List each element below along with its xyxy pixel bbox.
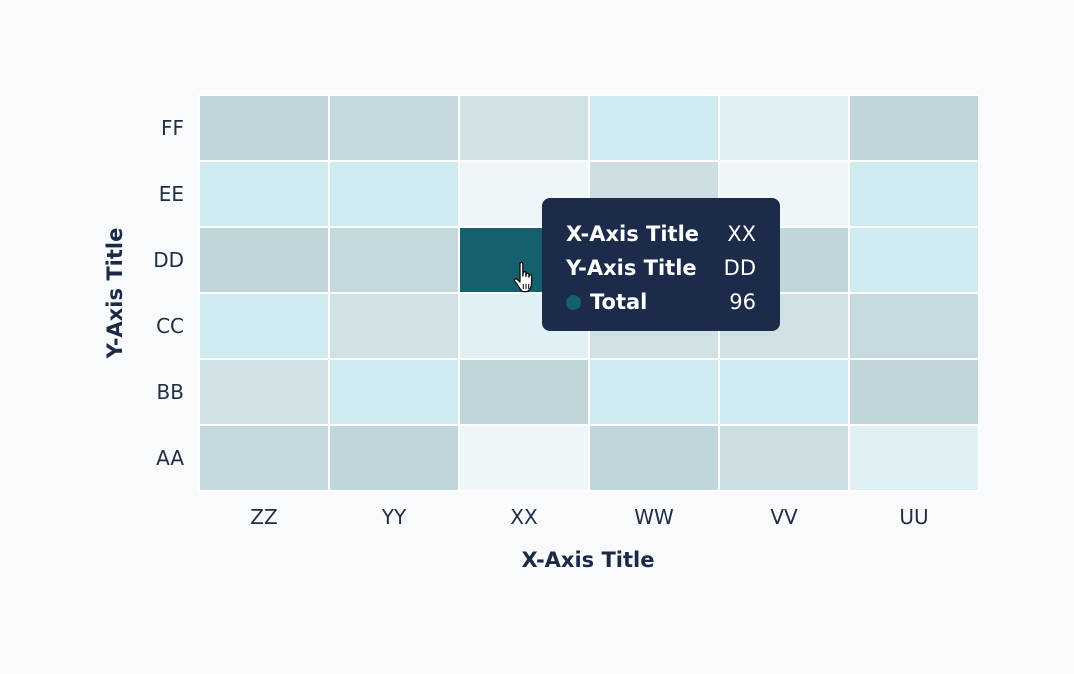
y-tick-label: FF — [161, 116, 184, 140]
heatmap-cell-xx-aa[interactable] — [458, 424, 590, 492]
x-tick-label: YY — [381, 505, 407, 529]
heatmap-cell-ww-bb[interactable] — [588, 358, 720, 426]
heatmap-cell-yy-dd[interactable] — [328, 226, 460, 294]
heatmap-tooltip: X-Axis Title XX Y-Axis Title DD Total 96 — [542, 198, 780, 331]
heatmap-cell-ww-aa[interactable] — [588, 424, 720, 492]
y-axis-title: Y-Axis Title — [103, 228, 127, 360]
heatmap-cells — [198, 94, 980, 492]
tooltip-total-label: Total — [590, 290, 648, 314]
y-tick-label: BB — [157, 380, 184, 404]
heatmap-cell-uu-ff[interactable] — [848, 94, 980, 162]
heatmap-cell-vv-ff[interactable] — [718, 94, 850, 162]
heatmap-cell-yy-aa[interactable] — [328, 424, 460, 492]
tooltip-row-y: Y-Axis Title DD — [566, 251, 756, 285]
y-tick-label: EE — [159, 182, 184, 206]
heatmap-cell-zz-cc[interactable] — [198, 292, 330, 360]
heatmap-cell-ww-ff[interactable] — [588, 94, 720, 162]
heatmap-cell-vv-aa[interactable] — [718, 424, 850, 492]
heatmap-cell-uu-bb[interactable] — [848, 358, 980, 426]
x-axis-ticks: ZZ YY XX WW VV UU — [250, 505, 928, 529]
tooltip-row-x: X-Axis Title XX — [566, 217, 756, 251]
tooltip-y-value: DD — [723, 256, 756, 280]
x-tick-label: VV — [770, 505, 798, 529]
tooltip-total-key: Total — [566, 290, 647, 314]
tooltip-y-title: Y-Axis Title — [566, 256, 697, 280]
tooltip-x-title: X-Axis Title — [566, 222, 700, 246]
tooltip-total-value: 96 — [729, 290, 756, 314]
x-tick-label: XX — [510, 505, 538, 529]
y-tick-label: CC — [156, 314, 184, 338]
tooltip-row-total: Total 96 — [566, 285, 756, 319]
heatmap-cell-yy-ee[interactable] — [328, 160, 460, 228]
heatmap-cell-uu-dd[interactable] — [848, 226, 980, 294]
heatmap-cell-yy-ff[interactable] — [328, 94, 460, 162]
tooltip-x-value: XX — [727, 222, 756, 246]
pointer-hand-icon — [513, 261, 533, 293]
x-tick-label: WW — [634, 505, 674, 529]
heatmap-cell-zz-dd[interactable] — [198, 226, 330, 294]
heatmap-cell-zz-ff[interactable] — [198, 94, 330, 162]
x-tick-label: ZZ — [250, 505, 277, 529]
heatmap-cell-zz-bb[interactable] — [198, 358, 330, 426]
y-axis-ticks: FF EE DD CC BB AA — [153, 116, 184, 470]
heatmap-cell-yy-bb[interactable] — [328, 358, 460, 426]
heatmap-cell-uu-cc[interactable] — [848, 292, 980, 360]
heatmap-cell-yy-cc[interactable] — [328, 292, 460, 360]
heatmap-cell-vv-bb[interactable] — [718, 358, 850, 426]
x-tick-label: UU — [899, 505, 928, 529]
y-tick-label: DD — [153, 248, 184, 272]
heatmap-cell-xx-bb[interactable] — [458, 358, 590, 426]
heatmap-cell-uu-aa[interactable] — [848, 424, 980, 492]
tooltip-series-dot-icon — [566, 294, 581, 310]
heatmap-cell-zz-ee[interactable] — [198, 160, 330, 228]
y-tick-label: AA — [156, 446, 184, 470]
heatmap-cell-uu-ee[interactable] — [848, 160, 980, 228]
heatmap-cell-xx-ff[interactable] — [458, 94, 590, 162]
x-axis-title: X-Axis Title — [521, 548, 654, 572]
heatmap-cell-zz-aa[interactable] — [198, 424, 330, 492]
